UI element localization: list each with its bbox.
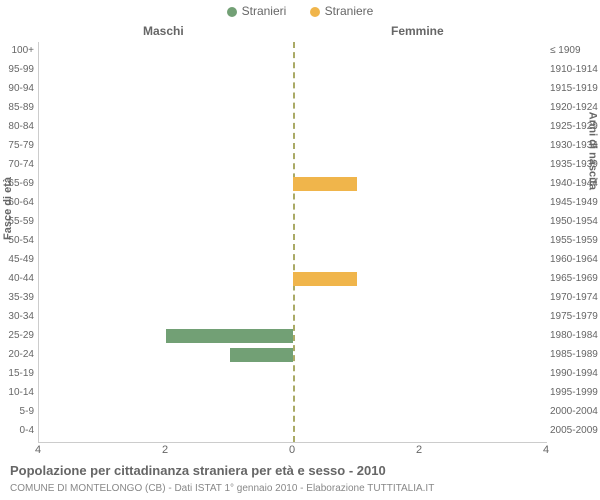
age-label: 5-9 [0,407,34,417]
bar-female [293,177,357,191]
birth-year-label: 1925-1929 [550,122,600,132]
age-label: 60-64 [0,198,34,208]
age-label: 100+ [0,46,34,56]
age-label: 25-29 [0,331,34,341]
birth-year-label: 1965-1969 [550,274,600,284]
birth-year-label: 1945-1949 [550,198,600,208]
birth-year-label: 1990-1994 [550,369,600,379]
legend-label-female: Straniere [325,4,374,18]
x-tick-label: 2 [162,444,168,456]
birth-year-label: 1970-1974 [550,293,600,303]
birth-year-label: 1930-1934 [550,141,600,151]
age-label: 30-34 [0,312,34,322]
birth-year-label: 1950-1954 [550,217,600,227]
bar-male [166,329,293,343]
bar-male [230,348,294,362]
x-tick-label: 4 [35,444,41,456]
age-label: 0-4 [0,426,34,436]
birth-year-label: 1955-1959 [550,236,600,246]
birth-year-label: 2005-2009 [550,426,600,436]
birth-year-label: 1920-1924 [550,103,600,113]
side-title-male: Maschi [143,24,184,38]
x-tick-label: 2 [416,444,422,456]
birth-year-label: 2000-2004 [550,407,600,417]
birth-year-label: 1940-1944 [550,179,600,189]
age-label: 40-44 [0,274,34,284]
legend-label-male: Stranieri [242,4,287,18]
birth-year-label: 1985-1989 [550,350,600,360]
age-label: 70-74 [0,160,34,170]
birth-year-label: 1935-1939 [550,160,600,170]
legend-dot-male [227,7,237,17]
birth-year-label: ≤ 1909 [550,46,600,56]
birth-year-label: 1995-1999 [550,388,600,398]
age-label: 50-54 [0,236,34,246]
birth-year-label: 1910-1914 [550,65,600,75]
age-label: 35-39 [0,293,34,303]
legend-item-male: Stranieri [227,4,287,18]
chart-container: Stranieri Straniere Maschi Femmine Fasce… [0,0,600,500]
birth-year-label: 1975-1979 [550,312,600,322]
age-label: 75-79 [0,141,34,151]
age-label: 15-19 [0,369,34,379]
chart-subtitle: COMUNE DI MONTELONGO (CB) - Dati ISTAT 1… [10,483,434,494]
bar-female [293,272,357,286]
legend: Stranieri Straniere [0,4,600,18]
birth-year-label: 1960-1964 [550,255,600,265]
legend-item-female: Straniere [310,4,374,18]
chart-title: Popolazione per cittadinanza straniera p… [10,463,386,478]
age-label: 95-99 [0,65,34,75]
age-label: 55-59 [0,217,34,227]
age-label: 65-69 [0,179,34,189]
age-label: 20-24 [0,350,34,360]
age-label: 10-14 [0,388,34,398]
x-tick-label: 4 [543,444,549,456]
plot-area [38,42,547,443]
age-label: 45-49 [0,255,34,265]
x-tick-label: 0 [289,444,295,456]
birth-year-label: 1915-1919 [550,84,600,94]
age-label: 80-84 [0,122,34,132]
age-label: 85-89 [0,103,34,113]
legend-dot-female [310,7,320,17]
center-divider [293,42,295,442]
side-title-female: Femmine [391,24,444,38]
birth-year-label: 1980-1984 [550,331,600,341]
age-label: 90-94 [0,84,34,94]
